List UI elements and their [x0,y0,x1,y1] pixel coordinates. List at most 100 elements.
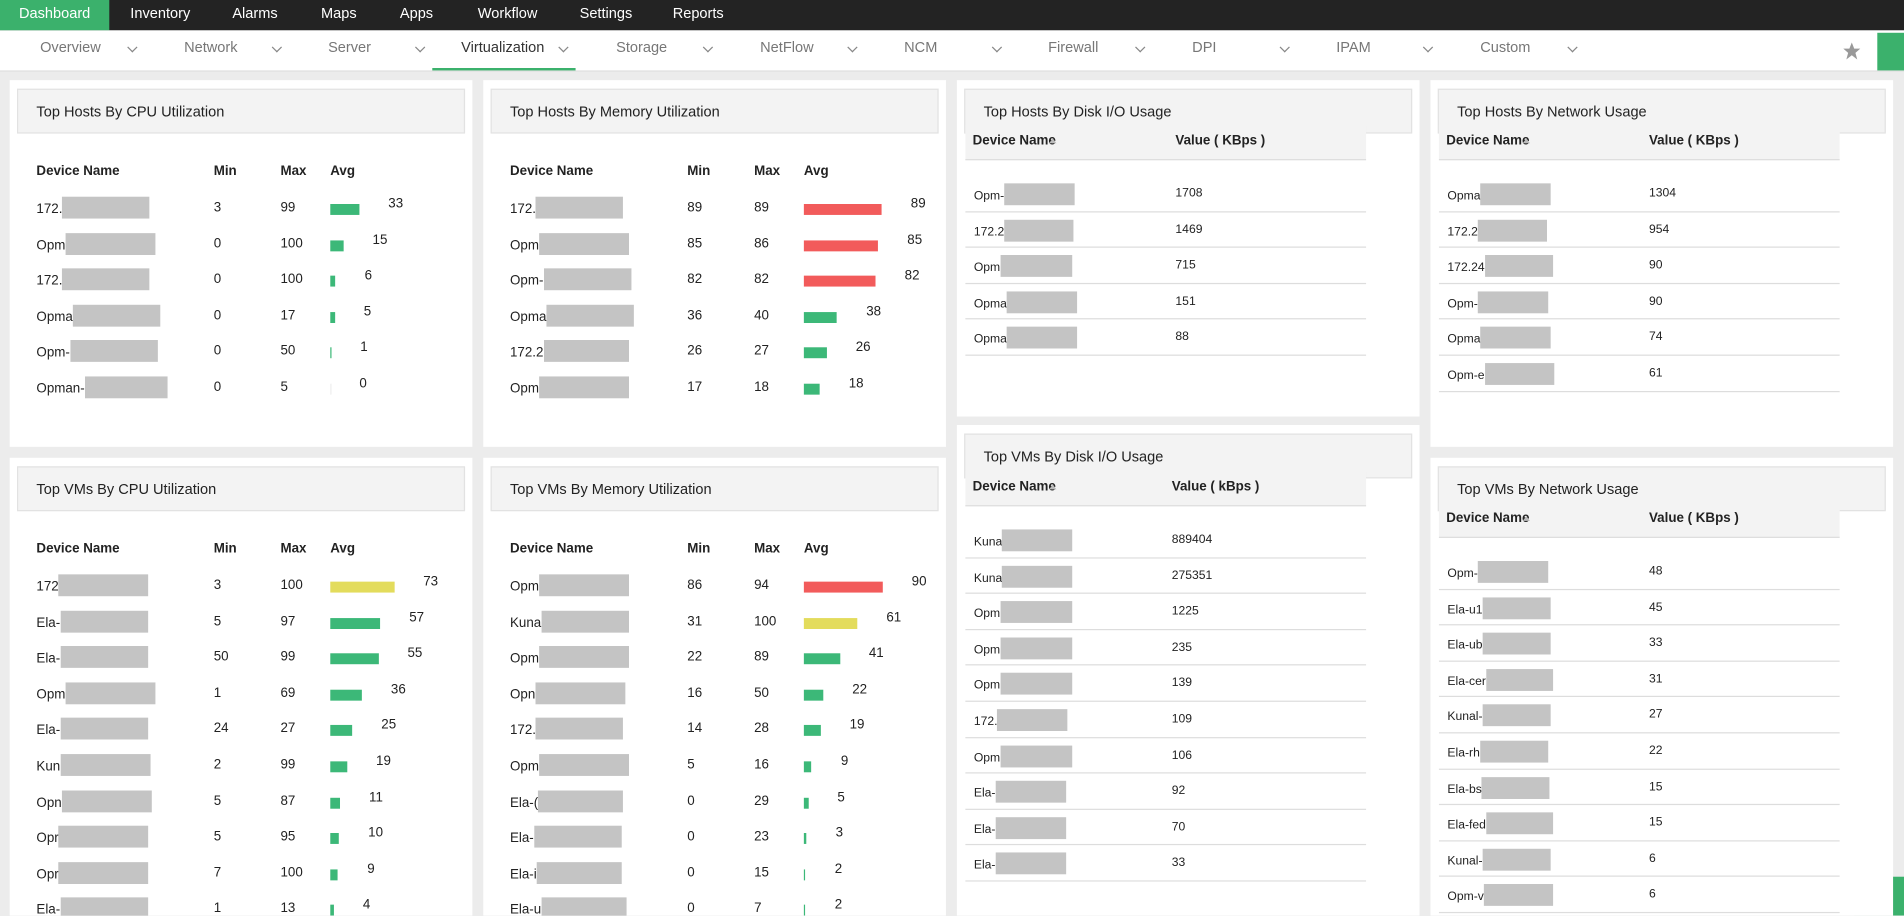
nav-item[interactable]: Workflow [477,4,538,22]
device-name: Ela-fed [1447,812,1553,835]
redacted [1477,561,1549,583]
nav-item[interactable]: Reports [672,4,724,22]
redacted [1002,529,1073,552]
min-value: 5 [213,613,222,629]
device-name-text: Opm- [36,345,70,361]
min-value: 0 [687,865,695,881]
max-value: 86 [754,236,769,251]
min-value: 31 [687,613,703,629]
device-name-text: Opn [36,795,62,810]
device-name: 172. [974,709,1068,732]
sub-nav-item[interactable]: Storage [576,30,719,68]
column-header: Max [754,541,781,557]
nav-item[interactable]: Alarms [232,4,278,22]
table-row [1438,590,1840,626]
sub-nav-item[interactable]: Virtualization [432,30,576,71]
avg-bar [803,905,806,916]
sub-nav-label: Overview [40,38,101,56]
sub-nav-item[interactable]: Firewall [1008,30,1151,68]
column-header: Device Name [1446,511,1530,526]
avg-value: 10 [368,825,384,841]
value: 90 [1649,294,1663,309]
redacted [1484,255,1553,278]
avg-value: 5 [837,790,845,805]
widget-title: Top VMs By CPU Utilization [17,466,466,512]
sub-nav-item[interactable]: Overview [0,30,143,68]
min-value: 3 [213,200,222,215]
avg-bar [330,275,336,287]
device-name: 172. [36,268,150,291]
sub-nav-label: Custom [1480,38,1531,56]
redacted [1000,637,1072,660]
value: 275351 [1171,569,1213,583]
nav-item[interactable]: Dashboard [0,0,110,31]
redacted [62,268,150,291]
device-name-text: Opm [510,381,539,397]
min-value: 5 [213,829,222,845]
sort-icon[interactable] [1049,484,1057,490]
widget-title: Top VMs By Disk I/O Usage [964,433,1413,479]
redacted [538,232,629,255]
device-name-text: 172. [36,273,63,289]
max-value: 87 [280,793,296,809]
redacted [543,340,629,363]
redacted [538,646,629,669]
column-header: Avg [803,163,829,179]
sub-nav-item[interactable]: NCM [864,30,1007,68]
sort-icon[interactable] [1522,516,1531,521]
sub-nav-item[interactable]: DPI [1152,30,1295,68]
avg-value: 55 [407,646,423,661]
sub-nav-item[interactable]: Server [288,30,431,68]
column-header: Value ( KBps ) [1175,133,1266,149]
table-row [965,666,1367,702]
device-name-text: Opma [973,297,1007,311]
nav-item[interactable]: Settings [579,4,633,22]
value: 1469 [1175,222,1203,237]
sort-icon[interactable] [1049,138,1057,144]
redacted [1480,327,1551,349]
device-name: Opma [1447,183,1551,206]
device-name-text: Opm-e [1447,369,1485,383]
nav-item[interactable]: Maps [320,4,357,22]
min-value: 2 [213,757,222,773]
device-name: Opm-e [1447,363,1554,385]
device-name-text: Ela-cer [1447,675,1486,689]
device-name: Kuna [974,529,1073,552]
max-value: 100 [280,865,303,881]
avg-value: 41 [868,646,884,661]
widget-panel: Top VMs By Memory Utilization Device Name… [483,457,946,916]
redacted [1002,565,1073,588]
device-name-text: Kuna [973,571,1003,585]
device-name-text: Opm [973,679,1001,693]
nav-item[interactable]: Apps [399,4,434,22]
dropdown-chevron [127,42,138,53]
avg-value: 3 [835,825,844,841]
device-name: Kunal- [1447,848,1551,871]
favorite-star[interactable] [1842,41,1861,60]
device-name-text: Opma [973,333,1007,347]
avg-value: 0 [359,376,367,392]
column-header: Device Name [36,163,120,179]
device-name-text: Ela- [36,903,61,916]
menu-button[interactable] [1877,32,1904,71]
device-name: Ela- [36,718,148,740]
redacted [1485,668,1553,691]
sub-nav-item[interactable]: Network [144,30,287,68]
column-header: Max [280,541,307,557]
device-name-text: Opm [510,651,539,667]
max-value: 99 [280,757,296,773]
min-value: 1 [213,901,222,916]
avg-value: 19 [376,754,391,769]
sub-nav-item[interactable]: Custom [1440,30,1583,68]
sub-nav-item[interactable]: IPAM [1296,30,1439,68]
redacted [1004,183,1075,206]
nav-item[interactable]: Inventory [130,4,191,22]
avg-bar [803,761,812,773]
device-name: Opn [510,682,626,705]
sub-nav-item[interactable]: NetFlow [720,30,863,68]
device-name-text: Opm [973,751,1001,765]
sort-icon[interactable] [1522,138,1531,144]
device-name-text: Opm [973,607,1001,621]
redacted [1482,848,1551,871]
